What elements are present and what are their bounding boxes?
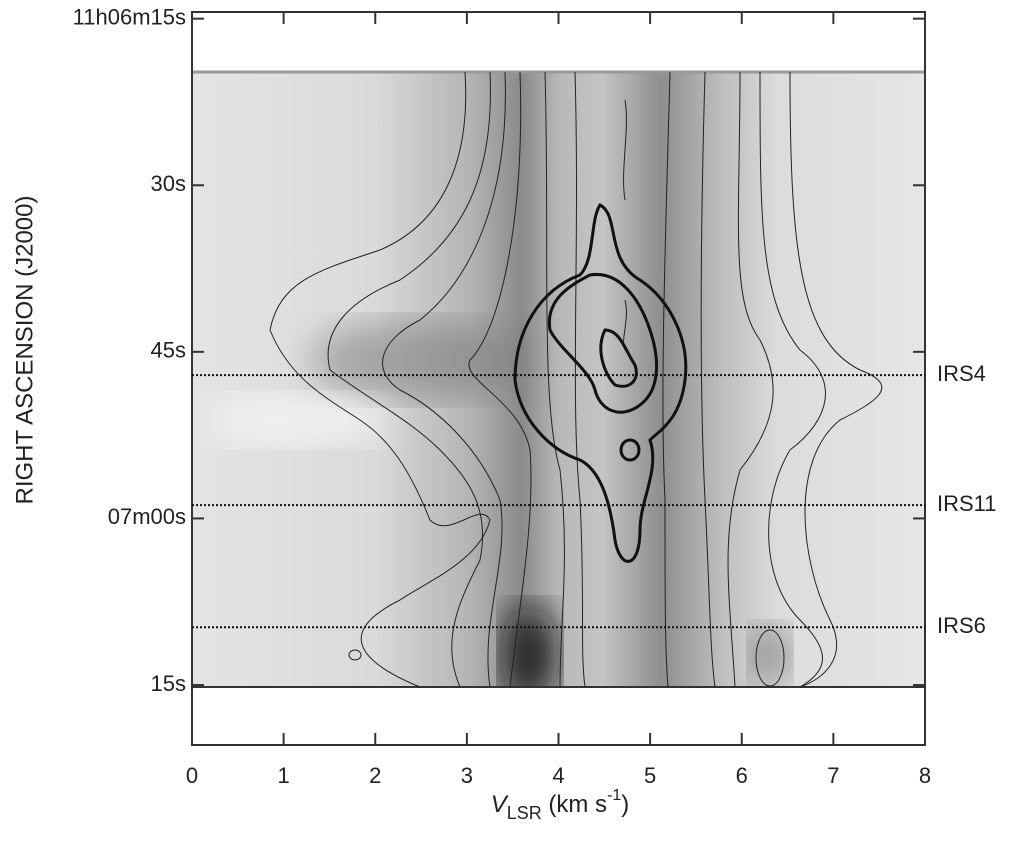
y-tick-label: 30s: [151, 171, 186, 196]
x-tick-label: 0: [186, 763, 198, 788]
x-tick-label: 1: [278, 763, 290, 788]
x-tick-label: 6: [736, 763, 748, 788]
x-tick-label: 5: [644, 763, 656, 788]
x-tick-label: 8: [919, 763, 931, 788]
x-tick-label: 3: [461, 763, 473, 788]
source-label: IRS4: [937, 361, 986, 386]
contours: [269, 71, 883, 688]
y-tick-label: 15s: [151, 671, 186, 696]
x-label-sub: LSR: [507, 803, 542, 823]
intensity-map: [192, 72, 925, 687]
x-label-end: ): [621, 791, 629, 818]
source-label: IRS11: [937, 491, 997, 516]
contours-bold: [513, 203, 688, 563]
x-tick-label: 2: [369, 763, 381, 788]
y-axis-label: RIGHT ASCENSION (J2000): [11, 196, 38, 505]
y-tick-label: 07m00s: [108, 504, 186, 529]
source-label: IRS6: [937, 613, 986, 638]
x-label-sup: -1: [607, 787, 621, 804]
x-label-rest: (km s: [542, 791, 607, 818]
x-tick-label: 7: [827, 763, 839, 788]
x-tick-label: 4: [552, 763, 564, 788]
y-tick-label: 11h06m15s: [73, 4, 186, 29]
y-tick-label: 45s: [151, 338, 186, 363]
x-axis-label: VLSR (km s-1): [491, 787, 630, 823]
x-label-main: V: [491, 791, 509, 818]
